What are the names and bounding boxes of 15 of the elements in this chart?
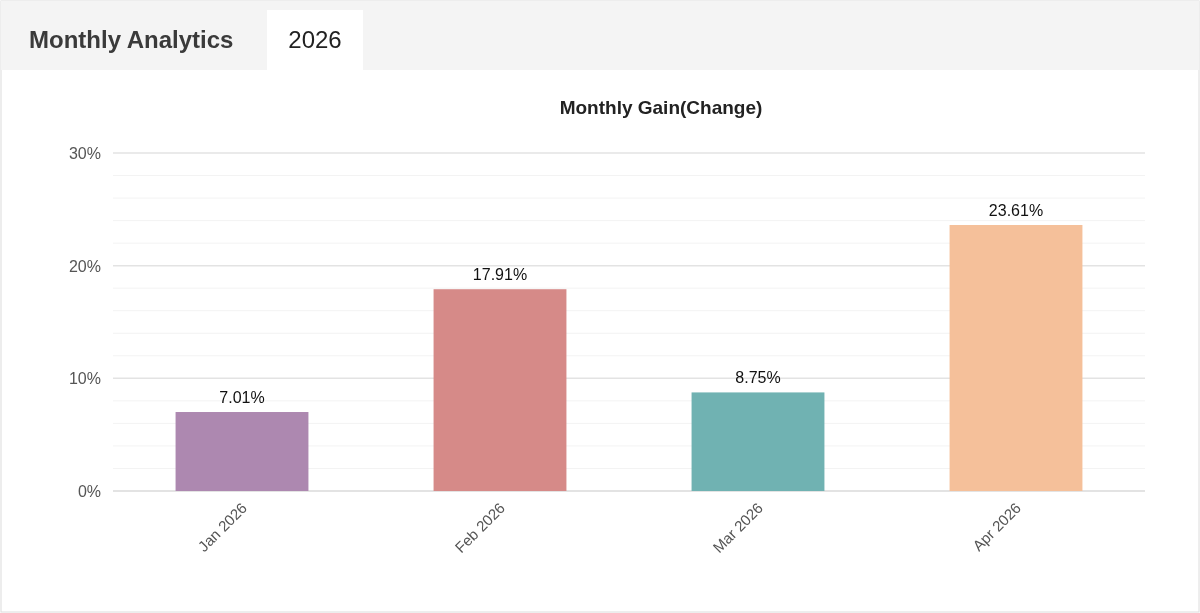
bar	[175, 412, 309, 491]
bar	[433, 289, 567, 491]
y-tick-label: 30%	[68, 145, 101, 162]
y-tick-label: 20%	[68, 257, 101, 275]
chart-title: Monthly Gain(Change)	[559, 97, 763, 118]
text: 2026	[288, 26, 342, 53]
text: Monthly Analytics	[29, 26, 234, 53]
bar	[949, 224, 1083, 491]
bar	[691, 392, 825, 491]
y-tick-label: 0%	[77, 483, 101, 500]
y-tick-label: 10%	[68, 370, 101, 388]
data-label: 8.75%	[735, 369, 781, 387]
data-label: 17.91%	[472, 266, 528, 284]
data-label: 7.01%	[219, 389, 265, 407]
data-label: 23.61%	[988, 201, 1044, 219]
